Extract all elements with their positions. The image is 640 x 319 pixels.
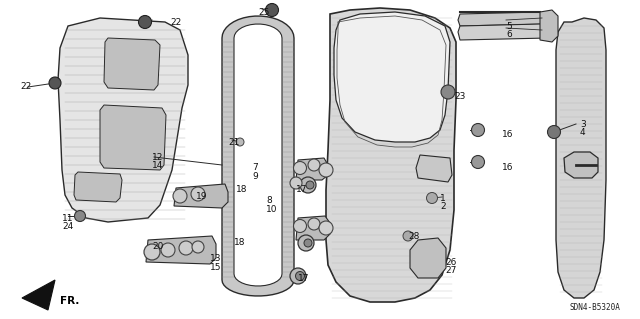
Circle shape bbox=[547, 125, 561, 138]
Circle shape bbox=[296, 271, 305, 280]
Polygon shape bbox=[222, 16, 294, 296]
Polygon shape bbox=[22, 280, 55, 310]
Text: 28: 28 bbox=[408, 232, 419, 241]
Circle shape bbox=[304, 239, 312, 247]
Polygon shape bbox=[174, 184, 228, 208]
Polygon shape bbox=[416, 155, 452, 182]
Circle shape bbox=[74, 211, 86, 221]
Circle shape bbox=[300, 177, 316, 193]
Text: 18: 18 bbox=[234, 238, 246, 247]
Polygon shape bbox=[234, 24, 282, 286]
Circle shape bbox=[138, 16, 152, 28]
Circle shape bbox=[161, 243, 175, 257]
Text: 7: 7 bbox=[252, 163, 258, 172]
Text: FR.: FR. bbox=[60, 296, 79, 306]
Text: 16: 16 bbox=[502, 163, 513, 172]
Text: 21: 21 bbox=[228, 138, 239, 147]
Circle shape bbox=[426, 192, 438, 204]
Text: 4: 4 bbox=[580, 128, 586, 137]
Circle shape bbox=[266, 4, 278, 17]
Text: 16: 16 bbox=[502, 130, 513, 139]
Circle shape bbox=[294, 161, 307, 174]
Circle shape bbox=[144, 244, 160, 260]
Circle shape bbox=[441, 85, 455, 99]
Text: 13: 13 bbox=[210, 254, 221, 263]
Polygon shape bbox=[326, 8, 456, 302]
Circle shape bbox=[306, 181, 314, 189]
Circle shape bbox=[472, 155, 484, 168]
Text: 8: 8 bbox=[266, 196, 272, 205]
Text: 26: 26 bbox=[445, 258, 456, 267]
Circle shape bbox=[294, 219, 307, 233]
Polygon shape bbox=[540, 10, 558, 42]
Text: 14: 14 bbox=[152, 161, 163, 170]
Text: 25: 25 bbox=[258, 8, 269, 17]
Polygon shape bbox=[104, 38, 160, 90]
Circle shape bbox=[298, 235, 314, 251]
Polygon shape bbox=[564, 152, 598, 178]
Text: 15: 15 bbox=[210, 263, 221, 272]
Circle shape bbox=[319, 163, 333, 177]
Text: 19: 19 bbox=[196, 192, 207, 201]
Polygon shape bbox=[74, 172, 122, 202]
Polygon shape bbox=[296, 216, 330, 240]
Text: 18: 18 bbox=[236, 185, 248, 194]
Polygon shape bbox=[458, 12, 548, 26]
Text: 23: 23 bbox=[454, 92, 465, 101]
Text: 24: 24 bbox=[62, 222, 73, 231]
Text: 2: 2 bbox=[440, 202, 445, 211]
Polygon shape bbox=[334, 12, 450, 142]
Circle shape bbox=[308, 159, 320, 171]
Text: 5: 5 bbox=[506, 22, 512, 31]
Circle shape bbox=[308, 218, 320, 230]
Circle shape bbox=[173, 189, 187, 203]
Text: 22: 22 bbox=[20, 82, 31, 91]
Circle shape bbox=[290, 177, 302, 189]
Text: 17: 17 bbox=[296, 185, 307, 194]
Circle shape bbox=[49, 77, 61, 89]
Circle shape bbox=[403, 231, 413, 241]
Polygon shape bbox=[146, 236, 216, 264]
Text: 10: 10 bbox=[266, 205, 278, 214]
Polygon shape bbox=[100, 105, 166, 170]
Text: 3: 3 bbox=[580, 120, 586, 129]
Circle shape bbox=[192, 241, 204, 253]
Text: 9: 9 bbox=[252, 172, 258, 181]
Polygon shape bbox=[296, 158, 328, 180]
Circle shape bbox=[191, 187, 205, 201]
Circle shape bbox=[179, 241, 193, 255]
Text: SDN4-B5320A: SDN4-B5320A bbox=[569, 303, 620, 313]
Polygon shape bbox=[556, 18, 606, 298]
Circle shape bbox=[236, 138, 244, 146]
Polygon shape bbox=[58, 18, 188, 222]
Text: 6: 6 bbox=[506, 30, 512, 39]
Polygon shape bbox=[458, 24, 548, 40]
Text: 20: 20 bbox=[152, 242, 163, 251]
Text: 27: 27 bbox=[445, 266, 456, 275]
Circle shape bbox=[290, 268, 306, 284]
Text: 12: 12 bbox=[152, 153, 163, 162]
Circle shape bbox=[472, 123, 484, 137]
Text: 11: 11 bbox=[62, 214, 74, 223]
Text: 1: 1 bbox=[440, 194, 445, 203]
Polygon shape bbox=[410, 238, 446, 278]
Circle shape bbox=[319, 221, 333, 235]
Text: 17: 17 bbox=[298, 274, 310, 283]
Text: 22: 22 bbox=[170, 18, 181, 27]
